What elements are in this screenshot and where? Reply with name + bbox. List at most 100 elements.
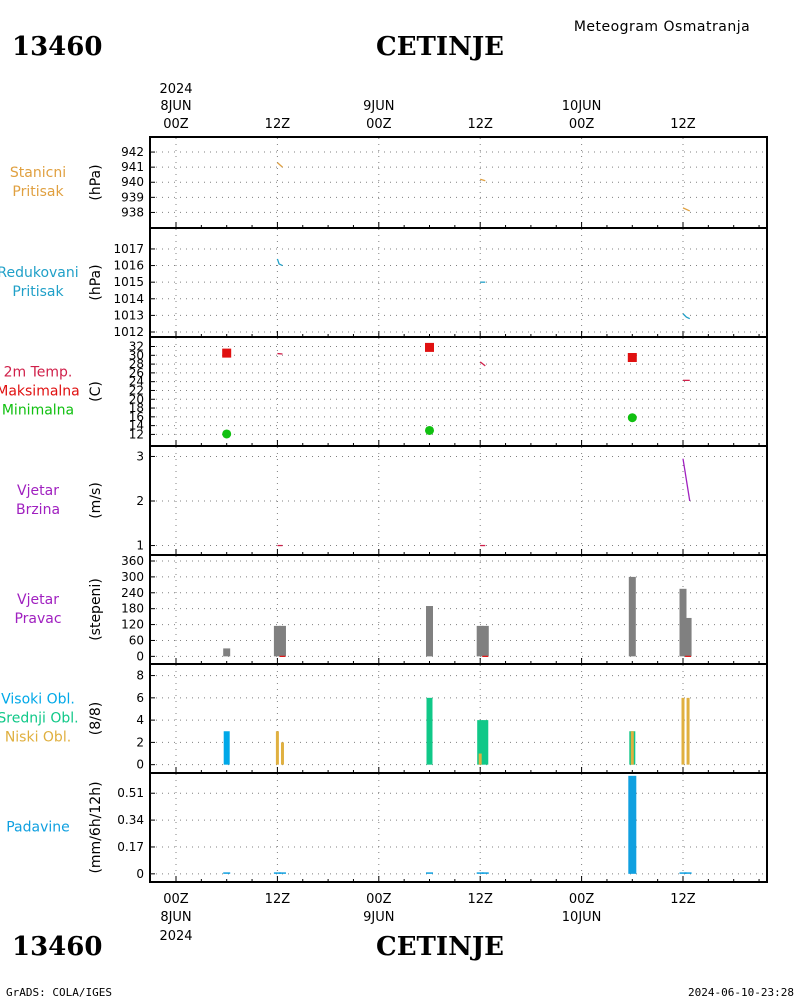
- y-tick-label: 32: [129, 340, 144, 354]
- data-bar: [273, 872, 281, 874]
- data-bar: [679, 872, 687, 874]
- y-tick-label: 28: [129, 357, 144, 371]
- y-tick-label: 26: [129, 366, 144, 380]
- data-bar: [478, 753, 482, 765]
- bottom-year-label: 2024: [159, 929, 192, 944]
- data-bar: [476, 872, 484, 874]
- y-axis-unit-label: (C): [88, 381, 104, 402]
- min-temp-marker: [627, 413, 637, 423]
- data-bar: [482, 720, 489, 765]
- y-tick-label: 300: [121, 570, 144, 584]
- data-line-segment: [480, 178, 486, 182]
- data-bar: [426, 606, 433, 657]
- y-tick-label: 1014: [113, 292, 144, 306]
- bottom-date-tick-label: 10JUN: [562, 910, 602, 925]
- panel-frame: [149, 772, 768, 883]
- data-bar: [426, 697, 433, 765]
- station-name-top: CETINJE: [376, 32, 504, 62]
- y-tick-label: 12: [129, 427, 144, 441]
- y-tick-label: 240: [121, 586, 144, 600]
- data-bar: [280, 742, 284, 765]
- y-axis-unit-label: (m/s): [88, 482, 104, 519]
- bottom-date-tick-label: 8JUN: [160, 910, 191, 925]
- panel-label: Stanicni: [10, 165, 66, 181]
- bottom-time-tick-label: 00Z: [366, 892, 392, 907]
- data-line-segment: [479, 361, 486, 367]
- panel-label: Srednji Obl.: [0, 711, 79, 727]
- data-line-segment: [682, 313, 691, 320]
- y-tick-label: 939: [121, 190, 144, 204]
- y-tick-label: 6: [136, 691, 144, 705]
- panel-label: Pravac: [14, 611, 61, 627]
- panel-label: Minimalna: [2, 403, 74, 419]
- top-time-tick-label: 00Z: [366, 117, 392, 132]
- panel-label: Pritisak: [12, 184, 64, 200]
- y-tick-label: 20: [129, 392, 144, 406]
- data-bar: [481, 872, 489, 874]
- data-line-segment: [682, 207, 691, 212]
- data-bar: [278, 625, 286, 657]
- data-bar: [278, 872, 286, 874]
- y-tick-label: 60: [129, 633, 144, 647]
- data-bar: [275, 731, 279, 765]
- y-tick-label: 0.34: [117, 813, 144, 827]
- y-tick-label: 180: [121, 602, 144, 616]
- data-bar: [679, 588, 687, 657]
- y-axis-unit-label: (hPa): [88, 264, 104, 300]
- panel-frame: [149, 136, 768, 229]
- y-tick-label: 24: [129, 375, 144, 389]
- panel-label: Visoki Obl.: [1, 692, 75, 708]
- min-temp-marker: [222, 429, 232, 439]
- y-tick-label: 942: [121, 145, 144, 159]
- max-temp-marker: [627, 353, 637, 363]
- panel-label: Padavine: [6, 820, 70, 836]
- panel-label: Maksimalna: [0, 384, 80, 400]
- data-bar: [686, 697, 690, 765]
- y-axis-unit-label: (hPa): [88, 164, 104, 200]
- top-date-tick-label: 8JUN: [160, 99, 191, 114]
- top-time-tick-label: 12Z: [265, 117, 291, 132]
- data-bar: [223, 731, 230, 765]
- y-tick-label: 0.51: [117, 786, 144, 800]
- data-bar: [426, 872, 433, 874]
- y-axis-unit-label: (stepeni): [88, 578, 104, 641]
- footer-credit: GrADS: COLA/IGES: [6, 986, 112, 999]
- data-line-segment: [682, 458, 691, 502]
- top-time-tick-label: 12Z: [670, 117, 696, 132]
- max-temp-marker: [222, 348, 232, 358]
- y-tick-label: 1017: [113, 242, 144, 256]
- y-tick-label: 3: [136, 449, 144, 463]
- top-time-tick-label: 00Z: [569, 117, 595, 132]
- y-tick-label: 938: [121, 205, 144, 219]
- y-tick-label: 2: [136, 735, 144, 749]
- y-tick-label: 8: [136, 669, 144, 683]
- panel-label: Vjetar: [17, 592, 59, 608]
- y-tick-label: 4: [136, 713, 144, 727]
- bottom-time-tick-label: 00Z: [569, 892, 595, 907]
- y-tick-label: 941: [121, 160, 144, 174]
- data-line-segment: [276, 258, 283, 267]
- meteogram-subtitle: Meteogram Osmatranja: [574, 19, 750, 35]
- bottom-date-tick-label: 9JUN: [363, 910, 394, 925]
- panel-label: Niski Obl.: [5, 730, 71, 746]
- data-bar: [273, 625, 281, 657]
- y-axis-unit-label: (8/8): [88, 702, 104, 735]
- y-tick-label: 14: [129, 419, 144, 433]
- y-tick-label: 1012: [113, 325, 144, 339]
- data-bar: [628, 576, 636, 657]
- top-date-tick-label: 10JUN: [562, 99, 602, 114]
- y-tick-label: 940: [121, 175, 144, 189]
- y-tick-label: 1013: [113, 308, 144, 322]
- station-id-bottom: 13460: [12, 932, 102, 962]
- bottom-time-tick-label: 12Z: [467, 892, 493, 907]
- data-line-segment: [276, 162, 283, 168]
- data-bar: [223, 648, 231, 657]
- y-tick-label: 30: [129, 348, 144, 362]
- bottom-time-tick-label: 12Z: [265, 892, 291, 907]
- y-tick-label: 0.17: [117, 840, 144, 854]
- data-bar: [684, 617, 692, 657]
- data-bar: [477, 720, 484, 765]
- station-id-top: 13460: [12, 32, 102, 62]
- y-tick-label: 1016: [113, 259, 144, 273]
- panel-frame: [149, 227, 768, 338]
